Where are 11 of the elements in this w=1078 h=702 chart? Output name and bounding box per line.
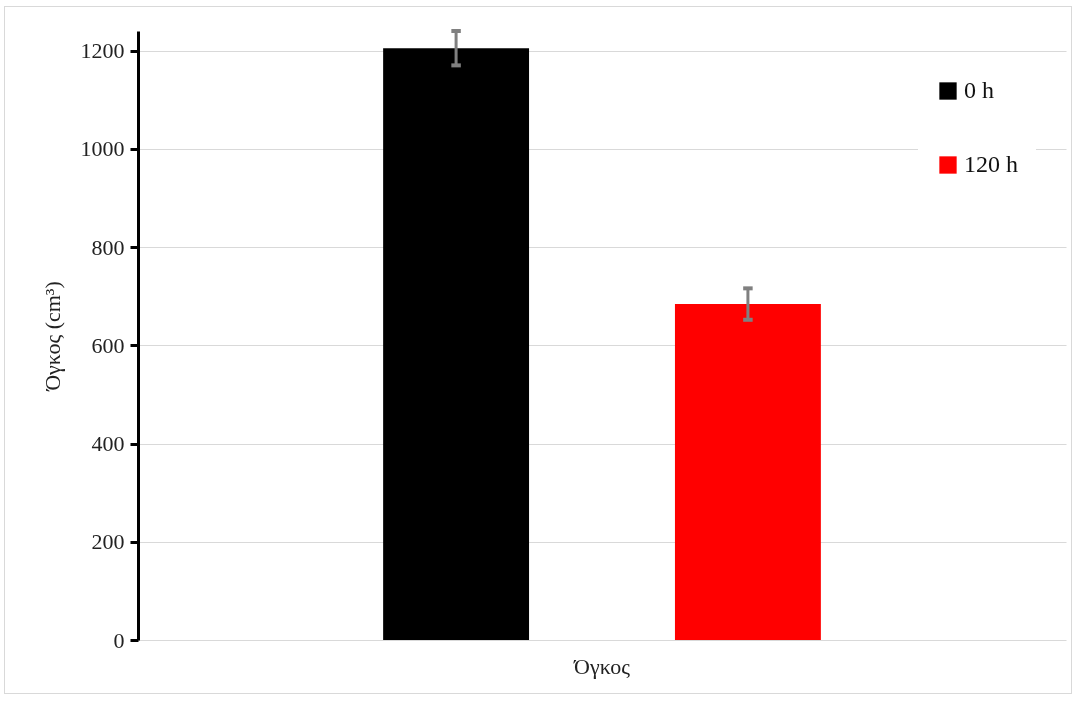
y-tick-label: 1000 <box>80 136 125 162</box>
legend-label: 120 h <box>964 151 1018 177</box>
y-tick-label: 400 <box>91 431 125 457</box>
x-tick-label: Όγκος <box>573 653 631 679</box>
y-tick-label: 600 <box>91 332 125 358</box>
y-tick-label: 800 <box>91 234 125 260</box>
y-tick-label: 0 <box>113 627 125 653</box>
y-tick-label: 200 <box>91 529 125 555</box>
y-tick-label: 1200 <box>80 38 125 64</box>
legend-label: 0 h <box>964 77 994 103</box>
y-axis-title: Όγκος (cm³) <box>39 281 65 392</box>
